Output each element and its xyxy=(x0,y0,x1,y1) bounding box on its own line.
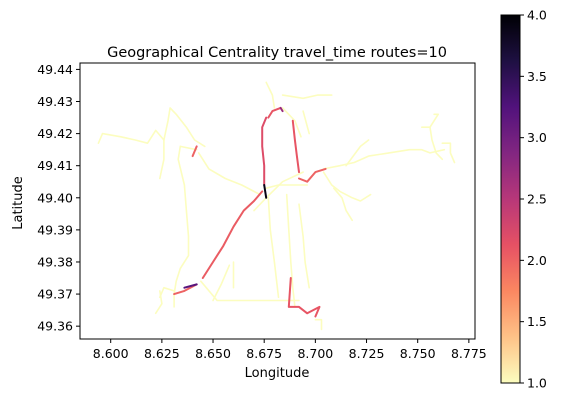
route-segment xyxy=(298,203,311,289)
x-axis: 8.600 8.625 8.650 8.675 8.700 8.725 8.750 8.775 xyxy=(93,339,487,361)
route-segment xyxy=(265,81,276,109)
route-segment xyxy=(279,106,284,113)
x-tick-label: 8.750 xyxy=(400,346,436,361)
colorbar: 1.0 1.5 2.0 2.5 3.0 3.5 4.0 xyxy=(500,8,547,391)
route-segment xyxy=(281,94,333,100)
colorbar-tick-label: 2.5 xyxy=(527,192,547,207)
y-tick-label: 49.39 xyxy=(37,222,73,237)
route-segment xyxy=(183,283,198,289)
colorbar-tick-label: 3.5 xyxy=(527,69,547,84)
colorbar-tick-label: 4.0 xyxy=(527,8,547,23)
route-segment xyxy=(263,184,268,199)
x-tick-label: 8.625 xyxy=(144,346,180,361)
colorbar-tick-label: 2.0 xyxy=(527,253,547,268)
y-tick-label: 49.42 xyxy=(37,126,73,141)
route-segment xyxy=(420,126,444,161)
x-tick-label: 8.600 xyxy=(93,346,129,361)
y-axis: 49.36 49.37 49.38 49.39 49.40 49.41 49.42 49.43… xyxy=(37,62,80,334)
x-tick-label: 8.775 xyxy=(451,346,487,361)
plot-border xyxy=(79,62,476,340)
y-tick-label: 49.43 xyxy=(37,94,73,109)
plot-frame xyxy=(80,63,475,339)
route-segment xyxy=(441,142,456,164)
route-segment xyxy=(159,286,175,299)
chart-title: Geographical Centrality travel_time rout… xyxy=(107,45,447,61)
x-tick-label: 8.700 xyxy=(297,346,333,361)
route-segment xyxy=(281,107,302,138)
y-axis-label: Latitude xyxy=(11,176,26,230)
route-segment xyxy=(332,187,354,222)
route-segment xyxy=(261,116,268,186)
route-segment xyxy=(345,139,370,167)
x-tick-label: 8.650 xyxy=(195,346,231,361)
route-segment xyxy=(253,171,304,212)
route-segment xyxy=(322,171,372,202)
route-segment xyxy=(298,167,327,183)
y-tick-label: 49.40 xyxy=(37,190,73,205)
plot-area xyxy=(79,62,476,340)
route-segment xyxy=(173,283,198,296)
route-segment xyxy=(429,113,440,128)
route-segment xyxy=(291,119,300,174)
route-segment xyxy=(302,110,311,135)
route-segment xyxy=(97,129,165,144)
x-tick-label: 8.725 xyxy=(349,346,385,361)
route-segment xyxy=(212,264,231,302)
route-segment xyxy=(173,145,190,308)
route-segment xyxy=(163,107,206,148)
route-segment xyxy=(265,184,309,189)
route-segment xyxy=(285,193,296,308)
route-segment xyxy=(201,190,264,279)
route-segment xyxy=(267,197,280,299)
route-segment xyxy=(159,139,165,180)
route-segment xyxy=(191,145,198,158)
route-segment xyxy=(179,145,198,151)
y-tick-label: 49.37 xyxy=(37,287,73,302)
y-tick-label: 49.44 xyxy=(37,62,73,77)
route-segment xyxy=(314,318,323,331)
y-tick-label: 49.36 xyxy=(37,319,73,334)
route-lines xyxy=(97,81,456,331)
route-segment xyxy=(197,152,261,196)
colorbar-tick-label: 1.0 xyxy=(527,376,547,391)
x-tick-label: 8.675 xyxy=(246,346,282,361)
colorbar-tick-label: 3.0 xyxy=(527,130,547,145)
colorbar-tick-label: 1.5 xyxy=(527,314,547,329)
route-segment xyxy=(322,148,446,170)
colorbar-gradient xyxy=(500,14,521,384)
route-segment xyxy=(287,277,321,318)
route-segment xyxy=(154,290,163,315)
x-axis-label: Longitude xyxy=(245,366,310,381)
y-tick-label: 49.38 xyxy=(37,254,73,269)
route-segment xyxy=(267,106,282,119)
colorbar-ticks: 1.0 1.5 2.0 2.5 3.0 3.5 4.0 xyxy=(520,8,547,391)
y-tick-label: 49.41 xyxy=(37,158,73,173)
